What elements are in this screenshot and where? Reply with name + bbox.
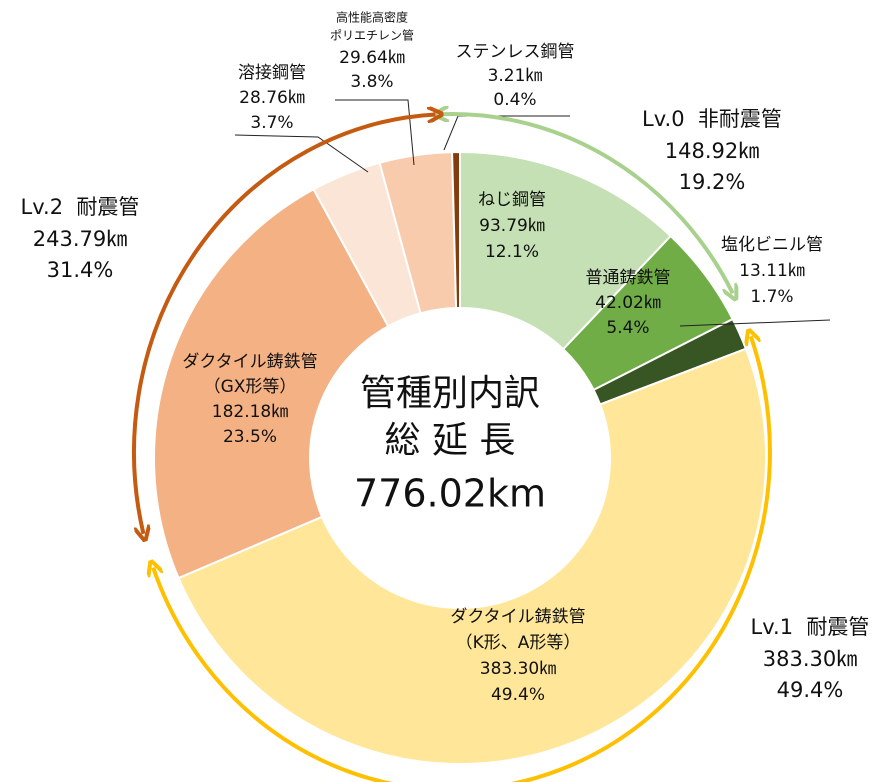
group-percent: 31.4% [47, 258, 114, 282]
group-arc [132, 114, 435, 533]
percent-label: 1.7% [750, 287, 793, 307]
total: 776.02km [354, 472, 546, 516]
category-label: （K形、A形等） [456, 633, 581, 653]
value-label: 13.11㎞ [739, 261, 805, 281]
group-percent: 19.2% [679, 170, 746, 194]
leader-line [679, 319, 831, 327]
group-value: 383.30㎞ [763, 647, 857, 671]
percent-label: 3.8% [350, 72, 393, 92]
category-label: 高性能高密度 [336, 10, 408, 25]
percent-label: 23.5% [223, 427, 277, 447]
category-label: ポリエチレン管 [330, 28, 414, 43]
category-label: 塩化ビニル管 [721, 235, 823, 255]
group-name: Lv.2 耐震管 [21, 195, 140, 219]
percent-label: 0.4% [493, 90, 536, 110]
group-percent: 49.4% [777, 678, 844, 702]
value-label: 3.21㎞ [488, 66, 543, 86]
group-arc [441, 114, 733, 293]
percent-label: 3.7% [250, 113, 293, 133]
value-label: 29.64㎞ [339, 48, 405, 68]
group-name: Lv.0 非耐震管 [642, 107, 782, 131]
chart-subtitle: 総 延 長 [385, 420, 516, 461]
value-label: 28.76㎞ [239, 88, 305, 108]
category-label: 普通鋳鉄管 [586, 268, 671, 288]
chart-title: 管種別内訳 [360, 373, 540, 414]
category-label: （GX形等） [204, 377, 297, 397]
category-label: 溶接鋼管 [238, 63, 306, 83]
value-label: 93.79㎞ [479, 216, 545, 236]
percent-label: 49.4% [491, 685, 545, 705]
category-label: ステンレス鋼管 [456, 42, 575, 62]
value-label: 383.30㎞ [480, 659, 556, 679]
group-arc [153, 336, 772, 782]
category-label: ダクタイル鋳鉄管 [450, 607, 585, 627]
value-label: 42.02㎞ [595, 293, 661, 313]
value-label: 182.18㎞ [212, 402, 288, 422]
group-value: 148.92㎞ [665, 139, 759, 163]
group-value: 243.79㎞ [33, 227, 127, 251]
percent-label: 12.1% [485, 242, 539, 262]
group-name: Lv.1 耐震管 [751, 615, 870, 639]
category-label: ダクタイル鋳鉄管 [182, 352, 317, 372]
percent-label: 5.4% [606, 318, 649, 338]
category-label: ねじ鋼管 [478, 190, 546, 210]
